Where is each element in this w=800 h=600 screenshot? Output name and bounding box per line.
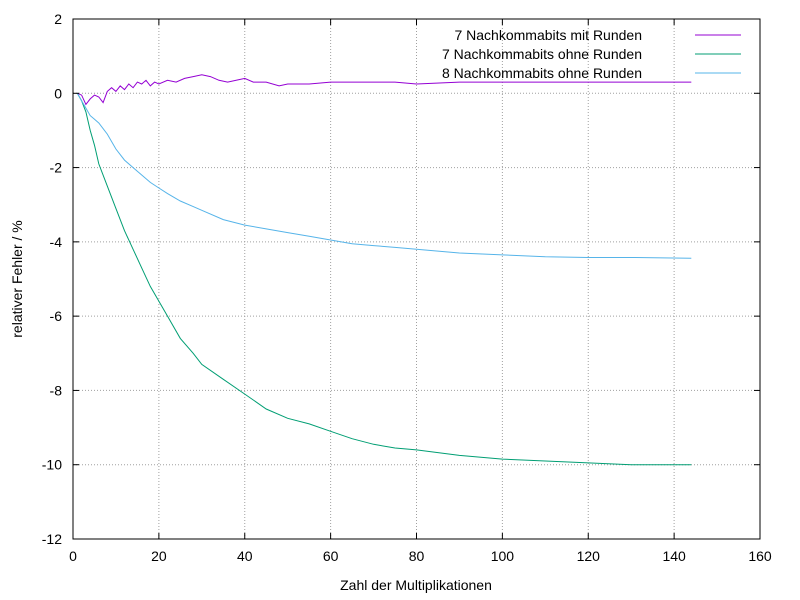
series-line-1 xyxy=(77,74,692,106)
y-tick-label: -12 xyxy=(42,531,62,547)
legend: 7 Nachkommabits mit Runden 7 Nachkommabit… xyxy=(442,27,741,81)
y-tick-label: 0 xyxy=(54,85,62,101)
y-tick-label: -10 xyxy=(42,457,62,473)
x-tick-label: 100 xyxy=(491,548,515,564)
x-tick-label: 60 xyxy=(323,548,339,564)
x-tick-label: 40 xyxy=(237,548,253,564)
plot-area xyxy=(76,74,692,466)
y-axis-label: relativer Fehler / % xyxy=(9,220,25,337)
grid xyxy=(73,19,760,539)
legend-label-1: 7 Nachkommabits mit Runden xyxy=(454,27,642,43)
x-tick-label: 80 xyxy=(409,548,425,564)
legend-label-2: 7 Nachkommabits ohne Runden xyxy=(442,46,642,62)
series-line-2 xyxy=(76,93,692,466)
x-tick-label: 20 xyxy=(151,548,167,564)
legend-label-3: 8 Nachkommabits ohne Runden xyxy=(442,65,642,81)
y-tick-label: -4 xyxy=(50,234,63,250)
x-tick-label: 0 xyxy=(69,548,77,564)
x-axis-label: Zahl der Multiplikationen xyxy=(340,577,492,593)
x-tick-label: 160 xyxy=(748,548,772,564)
x-tick-label: 140 xyxy=(662,548,686,564)
y-tick-label: 2 xyxy=(54,11,62,27)
y-tick-label: -8 xyxy=(50,382,63,398)
y-tick-label: -2 xyxy=(50,160,63,176)
y-tick-label: -6 xyxy=(50,308,63,324)
x-tick-label: 120 xyxy=(577,548,601,564)
series-line-3 xyxy=(76,93,692,259)
